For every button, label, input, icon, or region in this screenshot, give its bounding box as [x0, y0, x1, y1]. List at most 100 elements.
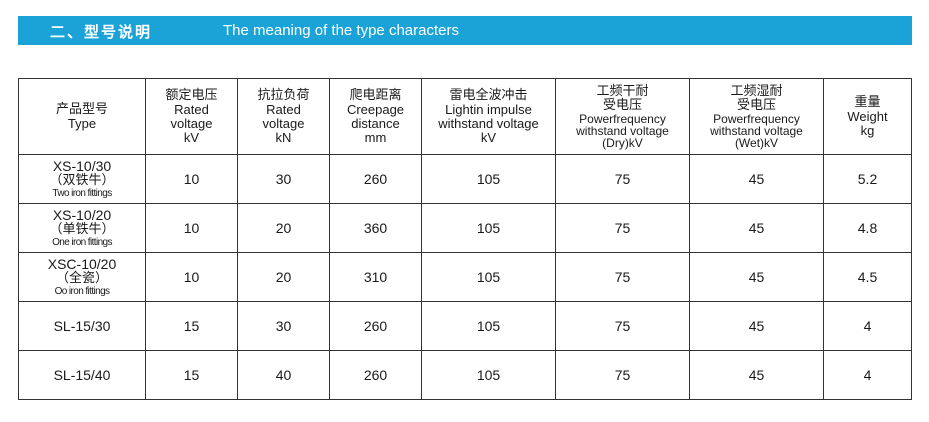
- header-wet-withstand-zh: 工频湿耐: [730, 83, 783, 99]
- type-code: SL-15/40: [53, 366, 111, 383]
- cell-type: SL-15/30: [18, 301, 146, 351]
- type-en: One iron fittings: [52, 237, 112, 248]
- header-tensile-load-en2: voltage: [262, 115, 305, 131]
- cell-dry-withstand: 75: [555, 203, 690, 253]
- cell-wet-withstand: 45: [689, 350, 824, 400]
- header-wet-withstand-unit: (Wet)kV: [734, 135, 779, 150]
- cell-wet-withstand: 45: [689, 203, 824, 253]
- cell-creepage: 310: [329, 252, 422, 302]
- cell-weight: 4.5: [823, 252, 912, 302]
- type-code: SL-15/30: [53, 317, 111, 334]
- cell-wet-withstand: 45: [689, 154, 824, 204]
- header-type: 产品型号 Type: [18, 78, 146, 155]
- header-weight-zh: 重量: [854, 94, 881, 110]
- header-dry-withstand-zh: 工频干耐: [596, 83, 649, 99]
- cell-lightning-impulse: 105: [421, 154, 556, 204]
- header-rated-voltage-zh: 额定电压: [165, 87, 218, 103]
- cell-type: XSC-10/20 （全瓷） Oo iron fittings: [18, 252, 146, 302]
- header-wet-withstand: 工频湿耐 受电压 Powerfrequency withstand voltag…: [689, 78, 824, 155]
- cell-lightning-impulse: 105: [421, 203, 556, 253]
- type-en: Two iron fittings: [52, 188, 112, 199]
- header-lightning-impulse-zh: 雷电全波冲击: [449, 87, 528, 103]
- section-title-en: The meaning of the type characters: [223, 22, 459, 39]
- cell-dry-withstand: 75: [555, 154, 690, 204]
- header-dry-withstand-en2: withstand voltage: [576, 123, 669, 138]
- header-rated-voltage-unit: kV: [183, 129, 200, 145]
- cell-type: SL-15/40: [18, 350, 146, 400]
- header-creepage-en1: Creepage: [346, 101, 405, 117]
- type-zh: （全瓷）: [55, 271, 108, 286]
- table-row: XSC-10/20 （全瓷） Oo iron fittings 10 20 310 105 7…: [18, 252, 912, 302]
- header-tensile-load-zh: 抗拉负荷: [257, 87, 310, 103]
- header-dry-withstand-zh2: 受电压: [602, 97, 642, 113]
- cell-wet-withstand: 45: [689, 301, 824, 351]
- header-wet-withstand-en1: Powerfrequency: [713, 111, 800, 126]
- cell-weight: 4: [823, 301, 912, 351]
- header-lightning-impulse-unit: kV: [480, 129, 497, 145]
- cell-tensile-load: 20: [237, 252, 330, 302]
- header-creepage-zh: 爬电距离: [349, 87, 402, 103]
- cell-type: XS-10/20 （单铁牛） One iron fittings: [18, 203, 146, 253]
- header-weight-en: Weight: [847, 108, 888, 124]
- cell-dry-withstand: 75: [555, 301, 690, 351]
- cell-creepage: 360: [329, 203, 422, 253]
- cell-tensile-load: 30: [237, 301, 330, 351]
- header-type-zh: 产品型号: [55, 101, 108, 117]
- cell-weight: 4: [823, 350, 912, 400]
- cell-tensile-load: 30: [237, 154, 330, 204]
- cell-dry-withstand: 75: [555, 252, 690, 302]
- header-dry-withstand-en1: Powerfrequency: [579, 111, 666, 126]
- header-tensile-load-unit: kN: [275, 129, 292, 145]
- header-rated-voltage-en2: voltage: [170, 115, 213, 131]
- cell-tensile-load: 20: [237, 203, 330, 253]
- header-tensile-load-en1: Rated: [266, 101, 301, 117]
- type-spec-table: 产品型号 Type 额定电压 Rated voltage kV 抗拉负荷 Rat…: [18, 78, 912, 400]
- header-creepage: 爬电距离 Creepage distance mm: [329, 78, 422, 155]
- cell-creepage: 260: [329, 350, 422, 400]
- header-lightning-impulse-en1: Lightin impulse: [445, 101, 532, 117]
- header-lightning-impulse-en2: withstand voltage: [438, 115, 539, 131]
- type-en: Oo iron fittings: [54, 286, 110, 297]
- type-zh: （双铁牛）: [49, 173, 115, 188]
- table-row: XS-10/20 （单铁牛） One iron fittings 10 20 360 105…: [18, 203, 912, 253]
- type-code: XS-10/30: [52, 158, 112, 174]
- header-rated-voltage-en1: Rated: [174, 101, 209, 117]
- cell-tensile-load: 40: [237, 350, 330, 400]
- cell-lightning-impulse: 105: [421, 252, 556, 302]
- cell-lightning-impulse: 105: [421, 301, 556, 351]
- header-wet-withstand-zh2: 受电压: [736, 97, 776, 113]
- section-banner: 二、型号说明 The meaning of the type character…: [18, 16, 912, 45]
- cell-type: XS-10/30 （双铁牛） Two iron fittings: [18, 154, 146, 204]
- type-zh: （单铁牛）: [49, 222, 115, 237]
- table-row: SL-15/40 15 40 260 105 75 45 4: [18, 350, 912, 400]
- table-row: SL-15/30 15 30 260 105 75 45 4: [18, 301, 912, 351]
- cell-rated-voltage: 10: [145, 252, 238, 302]
- cell-weight: 5.2: [823, 154, 912, 204]
- header-type-en: Type: [67, 115, 97, 131]
- cell-rated-voltage: 15: [145, 350, 238, 400]
- header-rated-voltage: 额定电压 Rated voltage kV: [145, 78, 238, 155]
- type-code: XS-10/20: [52, 207, 112, 223]
- header-creepage-en2: distance: [351, 115, 400, 131]
- table-row: XS-10/30 （双铁牛） Two iron fittings 10 30 260 105…: [18, 154, 912, 204]
- cell-lightning-impulse: 105: [421, 350, 556, 400]
- header-dry-withstand-unit: (Dry)kV: [602, 135, 643, 150]
- cell-dry-withstand: 75: [555, 350, 690, 400]
- section-title-zh: 二、型号说明: [50, 23, 153, 41]
- cell-creepage: 260: [329, 154, 422, 204]
- header-lightning-impulse: 雷电全波冲击 Lightin impulse withstand voltage…: [421, 78, 556, 155]
- header-creepage-unit: mm: [364, 129, 387, 145]
- cell-rated-voltage: 10: [145, 154, 238, 204]
- header-tensile-load: 抗拉负荷 Rated voltage kN: [237, 78, 330, 155]
- cell-rated-voltage: 10: [145, 203, 238, 253]
- cell-wet-withstand: 45: [689, 252, 824, 302]
- header-wet-withstand-en2: withstand voltage: [710, 123, 803, 138]
- header-dry-withstand: 工频干耐 受电压 Powerfrequency withstand voltag…: [555, 78, 690, 155]
- header-weight: 重量 Weight kg: [823, 78, 912, 155]
- header-row: 产品型号 Type 额定电压 Rated voltage kV 抗拉负荷 Rat…: [18, 78, 912, 155]
- cell-creepage: 260: [329, 301, 422, 351]
- type-code: XSC-10/20: [47, 256, 117, 272]
- header-weight-unit: kg: [860, 122, 875, 138]
- cell-weight: 4.8: [823, 203, 912, 253]
- cell-rated-voltage: 15: [145, 301, 238, 351]
